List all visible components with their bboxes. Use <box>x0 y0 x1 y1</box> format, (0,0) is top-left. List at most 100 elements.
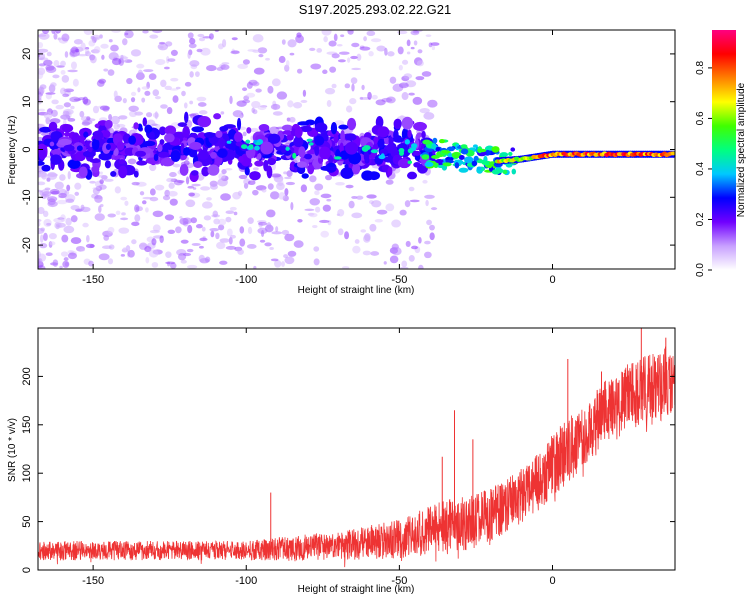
spectrogram-cell <box>321 30 332 36</box>
spectrogram-cell <box>164 133 175 143</box>
spectrogram-cell <box>128 110 138 118</box>
spectrogram-cell <box>267 183 274 190</box>
spectrogram-cell <box>366 194 377 199</box>
spectrogram-cell <box>50 149 62 155</box>
spectrogram-cell <box>61 74 70 83</box>
spectrogram-cell <box>376 209 388 215</box>
spectrogram-cell <box>185 199 196 208</box>
spectrogram-cell <box>297 121 310 126</box>
spectrogram-cell <box>235 141 244 147</box>
spectrogram-cell <box>204 256 211 263</box>
spectrogram-cell <box>121 212 126 216</box>
spectrogram-cell <box>38 94 42 100</box>
spectrogram-cell <box>225 210 235 215</box>
spectrogram-cell <box>201 166 210 177</box>
spectrogram-cell <box>430 42 440 46</box>
spectrogram-cell <box>259 239 266 243</box>
spectrogram-cell <box>408 186 415 192</box>
spectrogram-cell <box>271 173 282 178</box>
spectrogram-x-tick-label: 0 <box>549 274 555 286</box>
spectrogram-cell <box>371 200 382 208</box>
spectrogram-cell <box>375 99 386 106</box>
spectrogram-cell <box>271 231 283 235</box>
snr-y-tick-label: 0 <box>21 567 33 573</box>
spectrogram-cell <box>253 67 265 75</box>
spectrogram-cell <box>374 218 383 223</box>
spectrogram-cell <box>409 199 420 203</box>
spectrogram-y-tick-label: -20 <box>21 237 33 253</box>
spectrogram-cell <box>83 30 93 36</box>
spectrogram-cell <box>107 213 116 218</box>
spectrogram-cell <box>155 58 166 66</box>
spectrogram-cell <box>99 171 103 175</box>
spectrogram-cell <box>130 97 136 103</box>
spectrogram-cell <box>221 169 227 175</box>
spectrogram-cell <box>200 47 211 56</box>
spectrogram-cell <box>370 251 380 256</box>
spectrogram-cell <box>228 236 233 245</box>
spectrogram-cell <box>123 30 134 39</box>
spectrogram-cell <box>99 105 110 111</box>
spectrogram-cell <box>397 158 411 169</box>
spectrogram-cell <box>347 117 357 131</box>
spectrogram-cell <box>226 228 233 237</box>
spectrogram-y-tick-label: 20 <box>21 48 33 60</box>
spectrogram-cell <box>406 51 411 55</box>
spectrogram-cell <box>350 77 358 85</box>
spectrogram-cell <box>209 151 217 159</box>
spectrogram-cell <box>142 30 149 34</box>
spectrogram-cell <box>246 81 253 89</box>
spectrogram-cell <box>126 77 133 85</box>
spectrogram-cell <box>401 116 414 130</box>
spectrogram-cell <box>425 199 429 207</box>
spectrogram-cell <box>98 205 102 214</box>
spectrogram-cell <box>42 191 52 197</box>
spectrogram-cell <box>247 49 257 52</box>
spectrogram-cell <box>158 151 170 158</box>
spectrogram-cell <box>154 111 159 120</box>
spectrogram-cell <box>238 156 244 163</box>
spectrogram-cell <box>72 78 79 87</box>
spectrogram-cell <box>74 191 80 196</box>
spectrogram-cell <box>352 245 361 254</box>
spectrogram-cell <box>294 126 303 138</box>
spectrogram-cell <box>344 164 349 169</box>
spectrogram-cell <box>136 160 148 166</box>
spectrogram-cell <box>397 30 408 35</box>
spectrogram-cell <box>271 78 281 87</box>
spectrogram-cell <box>387 166 393 176</box>
spectrogram-cell <box>292 152 297 159</box>
spectrogram-cell <box>47 200 58 208</box>
spectrogram-cell <box>422 139 432 145</box>
spectrogram-cell <box>167 58 176 62</box>
snr-series-line <box>38 346 675 568</box>
spectrogram-cell <box>351 67 362 71</box>
spectrogram-cell <box>70 237 82 244</box>
spectrogram-cell <box>210 183 218 190</box>
spectrogram-cell <box>141 200 147 205</box>
spectrogram-cell <box>145 257 150 264</box>
spectrogram-cell <box>184 111 189 124</box>
spectrogram-cell <box>402 59 409 65</box>
spectrogram-cell <box>197 115 212 128</box>
spectrogram-cell <box>39 84 47 90</box>
spectrogram-cell <box>192 187 197 190</box>
spectrogram-cell <box>217 148 228 159</box>
spectrogram-cell <box>41 164 51 172</box>
spectrogram-cell <box>429 232 435 241</box>
spectrogram-cell <box>144 124 153 134</box>
spectrogram-cell <box>198 245 204 249</box>
spectrogram-cell <box>104 160 111 169</box>
spectrogram-cell <box>160 157 175 167</box>
spectrogram-cell <box>41 172 48 180</box>
spectrogram-cell <box>393 118 402 130</box>
spectrogram-cell <box>238 174 248 180</box>
spectrogram-cell <box>118 165 128 179</box>
spectrogram-cell <box>266 222 272 230</box>
spectrogram-cell <box>199 237 208 242</box>
spectrogram-cell <box>74 182 82 190</box>
spectrogram-cell <box>280 145 287 154</box>
spectrogram-cell <box>170 77 179 82</box>
spectrogram-cell <box>254 145 260 151</box>
spectrogram-cell <box>103 234 110 241</box>
